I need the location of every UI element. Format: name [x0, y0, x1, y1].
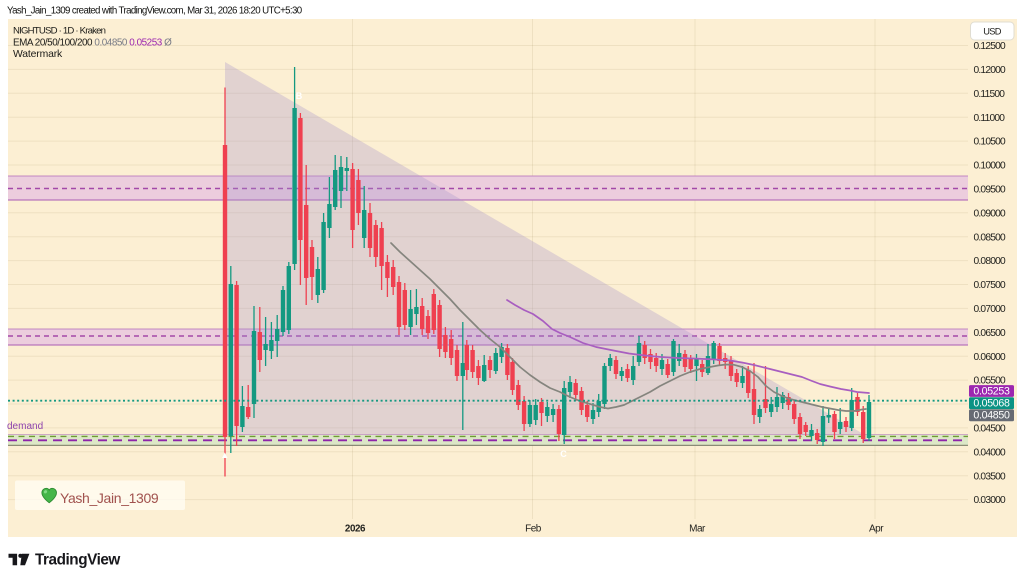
svg-text:EMA 20/50/100/200 0.04850 0.0: EMA 20/50/100/200 0.04850 0.05253 Ø [13, 37, 172, 48]
svg-text:Yash_Jain_1309: Yash_Jain_1309 [60, 490, 159, 506]
svg-text:0.08500: 0.08500 [974, 232, 1006, 243]
svg-text:0.09000: 0.09000 [974, 208, 1006, 219]
svg-text:0.11500: 0.11500 [974, 89, 1006, 100]
svg-text:NIGHTUSD · 1D · Kraken: NIGHTUSD · 1D · Kraken [13, 26, 106, 37]
svg-text:Yash_Jain_1309 created with Tr: Yash_Jain_1309 created with TradingView.… [7, 6, 303, 17]
svg-text:0.09500: 0.09500 [974, 185, 1006, 196]
svg-text:Watermark: Watermark [13, 49, 63, 60]
svg-text:0.03000: 0.03000 [974, 495, 1006, 506]
svg-text:USD: USD [983, 27, 1001, 37]
svg-text:0.04850: 0.04850 [973, 410, 1010, 422]
svg-text:0.04000: 0.04000 [974, 447, 1006, 458]
svg-text:0.08000: 0.08000 [974, 256, 1006, 267]
svg-text:0.07500: 0.07500 [974, 280, 1006, 291]
svg-text:0.07000: 0.07000 [974, 304, 1006, 315]
svg-text:Apr: Apr [869, 524, 884, 535]
svg-text:B: B [296, 91, 303, 101]
svg-text:0.11000: 0.11000 [974, 113, 1006, 124]
svg-text:0.10000: 0.10000 [974, 161, 1006, 172]
svg-text:Feb: Feb [525, 524, 542, 535]
svg-text:2026: 2026 [345, 524, 366, 535]
svg-text:0.05253: 0.05253 [973, 385, 1010, 397]
svg-text:0.06500: 0.06500 [974, 328, 1006, 339]
svg-text:0.06000: 0.06000 [974, 352, 1006, 363]
svg-text:0.05068: 0.05068 [973, 398, 1010, 410]
svg-text:TradingView: TradingView [35, 552, 120, 569]
svg-text:0.03500: 0.03500 [974, 471, 1006, 482]
svg-text:0.12000: 0.12000 [974, 65, 1006, 76]
svg-text:0.12500: 0.12500 [974, 41, 1006, 52]
svg-text:0.05500: 0.05500 [974, 376, 1006, 387]
svg-text:0.04500: 0.04500 [974, 424, 1006, 435]
svg-text:0.10500: 0.10500 [974, 137, 1006, 148]
svg-text:demand: demand [7, 421, 43, 432]
svg-text:Mar: Mar [689, 524, 706, 535]
svg-text:C: C [560, 449, 567, 459]
